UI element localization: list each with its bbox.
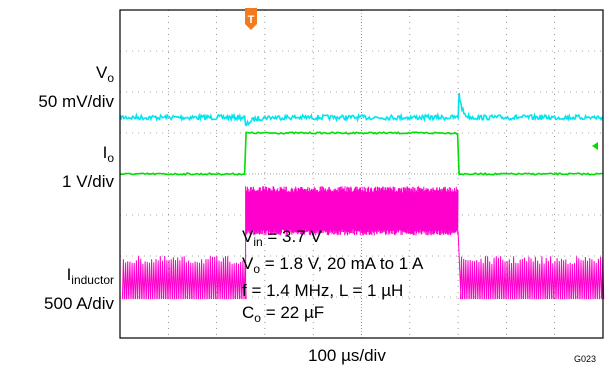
timebase-label: 100 µs/div bbox=[308, 346, 386, 365]
io-trace bbox=[119, 131, 603, 176]
trigger-marker-label: T bbox=[248, 14, 255, 26]
plot-border bbox=[119, 9, 604, 339]
condition-vo: Vo = 1.8 V, 20 mA to 1 A bbox=[242, 254, 424, 276]
channel-label-io: Io 1 V/div bbox=[0, 143, 114, 192]
inductor-current-trace bbox=[121, 186, 605, 300]
ground-level-marker bbox=[592, 142, 598, 150]
condition-freq-inductance: f = 1.4 MHz, L = 1 µH bbox=[242, 281, 404, 300]
condition-co: Co = 22 µF bbox=[242, 303, 325, 325]
channel-scale-vo: 50 mV/div bbox=[38, 92, 114, 111]
vo-trace bbox=[119, 93, 604, 127]
condition-vin: Vin = 3.7 V bbox=[242, 227, 322, 249]
channel-label-vo: Vo 50 mV/div bbox=[0, 63, 114, 112]
channel-label-inductor: Iinductor 500 A/div bbox=[0, 265, 114, 314]
channel-scale-inductor: 500 A/div bbox=[44, 294, 114, 313]
test-conditions: Vin = 3.7 V Vo = 1.8 V, 20 mA to 1 A f =… bbox=[242, 226, 423, 329]
scope-traces bbox=[119, 93, 605, 300]
channel-scale-io: 1 V/div bbox=[62, 172, 114, 191]
figure-id: G023 bbox=[574, 354, 597, 364]
trigger-marker: T bbox=[245, 8, 257, 30]
